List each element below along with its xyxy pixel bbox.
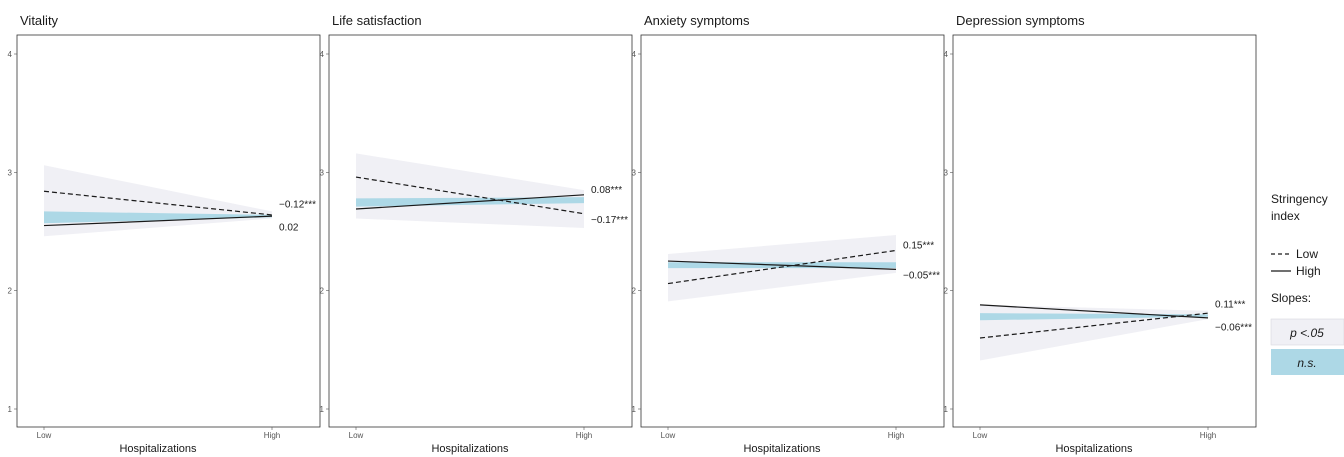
line-high-stringency-vitality: [43, 215, 273, 227]
panel-frame-life-satisfaction: [328, 34, 633, 428]
panel-title-vitality: Vitality: [20, 13, 59, 28]
legend-ns-label: n.s.: [1297, 356, 1316, 370]
panel-title-anxiety-symptoms: Anxiety symptoms: [644, 13, 750, 28]
y-tick-label-2-vitality: 2: [8, 287, 13, 296]
y-tick-label-1-depression-symptoms: 1: [944, 405, 949, 414]
legend-title-line-2: index: [1271, 209, 1300, 223]
x-tick-label-low-depression-symptoms: Low: [973, 431, 988, 440]
y-tick-label-3-anxiety-symptoms: 3: [632, 168, 637, 177]
x-tick-label-high-vitality: High: [264, 431, 280, 440]
y-tick-label-3-depression-symptoms: 3: [944, 168, 949, 177]
legend: Stringency index Low High Slopes: p <.05…: [1270, 192, 1344, 375]
x-axis-label-vitality: Hospitalizations: [119, 443, 197, 455]
slope-label-high-vitality: 0.02: [279, 223, 299, 234]
y-tick-label-1-anxiety-symptoms: 1: [632, 405, 637, 414]
ns-band-vitality: [44, 211, 272, 224]
x-axis-label-depression-symptoms: Hospitalizations: [1055, 443, 1133, 455]
panel-life-satisfaction: Life satisfaction 0.08*** −0.17*** 1 2 3 4 Low H…: [320, 13, 633, 455]
line-high-stringency-anxiety-symptoms: [667, 260, 897, 270]
line-high-stringency-depression-symptoms: [979, 304, 1209, 319]
legend-high-label: High: [1296, 264, 1321, 278]
panel-title-life-satisfaction: Life satisfaction: [332, 13, 422, 28]
y-tick-label-4-anxiety-symptoms: 4: [632, 50, 637, 59]
legend-title-line-1: Stringency: [1271, 192, 1328, 206]
panel-frame-anxiety-symptoms: [640, 34, 945, 428]
panel-vitality: Vitality −0.12*** 0.02 1 2 3 4 Low High Hospitali…: [8, 13, 321, 455]
y-tick-label-4-life-satisfaction: 4: [320, 50, 325, 59]
confidence-band-anxiety-symptoms: [668, 235, 896, 302]
y-tick-label-2-life-satisfaction: 2: [320, 287, 325, 296]
x-axis-label-anxiety-symptoms: Hospitalizations: [743, 443, 821, 455]
line-low-stringency-depression-symptoms: [979, 312, 1209, 339]
panel-title-depression-symptoms: Depression symptoms: [956, 13, 1085, 28]
slope-label-low-life-satisfaction: −0.17***: [591, 215, 628, 226]
slope-label-high-depression-symptoms: −0.06***: [1215, 323, 1252, 334]
y-tick-label-1-life-satisfaction: 1: [320, 405, 325, 414]
confidence-band-life-satisfaction: [356, 153, 584, 228]
y-tick-label-2-anxiety-symptoms: 2: [632, 287, 637, 296]
panel-frame-depression-symptoms: [952, 34, 1257, 428]
x-tick-label-low-life-satisfaction: Low: [349, 431, 364, 440]
x-tick-label-low-anxiety-symptoms: Low: [661, 431, 676, 440]
legend-slopes-title: Slopes:: [1271, 291, 1311, 305]
panel-depression-symptoms: Depression symptoms 0.11*** −0.06*** 1 2 3 4 Lo…: [944, 13, 1257, 455]
y-tick-label-4-depression-symptoms: 4: [944, 50, 949, 59]
panels: Vitality −0.12*** 0.02 1 2 3 4 Low High Hospitali…: [8, 13, 1257, 455]
line-low-stringency-anxiety-symptoms: [667, 249, 897, 285]
y-tick-label-2-depression-symptoms: 2: [944, 287, 949, 296]
x-tick-label-low-vitality: Low: [37, 431, 52, 440]
slope-label-low-anxiety-symptoms: 0.15***: [903, 240, 934, 251]
legend-low-label: Low: [1296, 247, 1318, 261]
slope-label-high-anxiety-symptoms: −0.05***: [903, 270, 940, 281]
line-high-stringency-life-satisfaction: [355, 194, 585, 210]
slope-label-low-depression-symptoms: 0.11***: [1215, 300, 1246, 311]
legend-sig-label: p <.05: [1289, 326, 1324, 340]
slope-label-high-life-satisfaction: 0.08***: [591, 185, 622, 196]
line-low-stringency-vitality: [43, 190, 273, 216]
x-axis-label-life-satisfaction: Hospitalizations: [431, 443, 509, 455]
x-tick-label-high-anxiety-symptoms: High: [888, 431, 904, 440]
y-tick-label-4-vitality: 4: [8, 50, 13, 59]
x-tick-label-high-depression-symptoms: High: [1200, 431, 1216, 440]
legend-ns-swatch: [1271, 349, 1344, 375]
x-tick-label-high-life-satisfaction: High: [576, 431, 592, 440]
panel-anxiety-symptoms: Anxiety symptoms 0.15*** −0.05*** 1 2 3 4 Low Hi…: [632, 13, 945, 455]
y-tick-label-1-vitality: 1: [8, 405, 13, 414]
slope-label-low-vitality: −0.12***: [279, 200, 316, 211]
line-low-stringency-life-satisfaction: [355, 176, 585, 215]
y-tick-label-3-life-satisfaction: 3: [320, 168, 325, 177]
legend-sig-swatch: [1270, 318, 1344, 346]
y-tick-label-3-vitality: 3: [8, 168, 13, 177]
